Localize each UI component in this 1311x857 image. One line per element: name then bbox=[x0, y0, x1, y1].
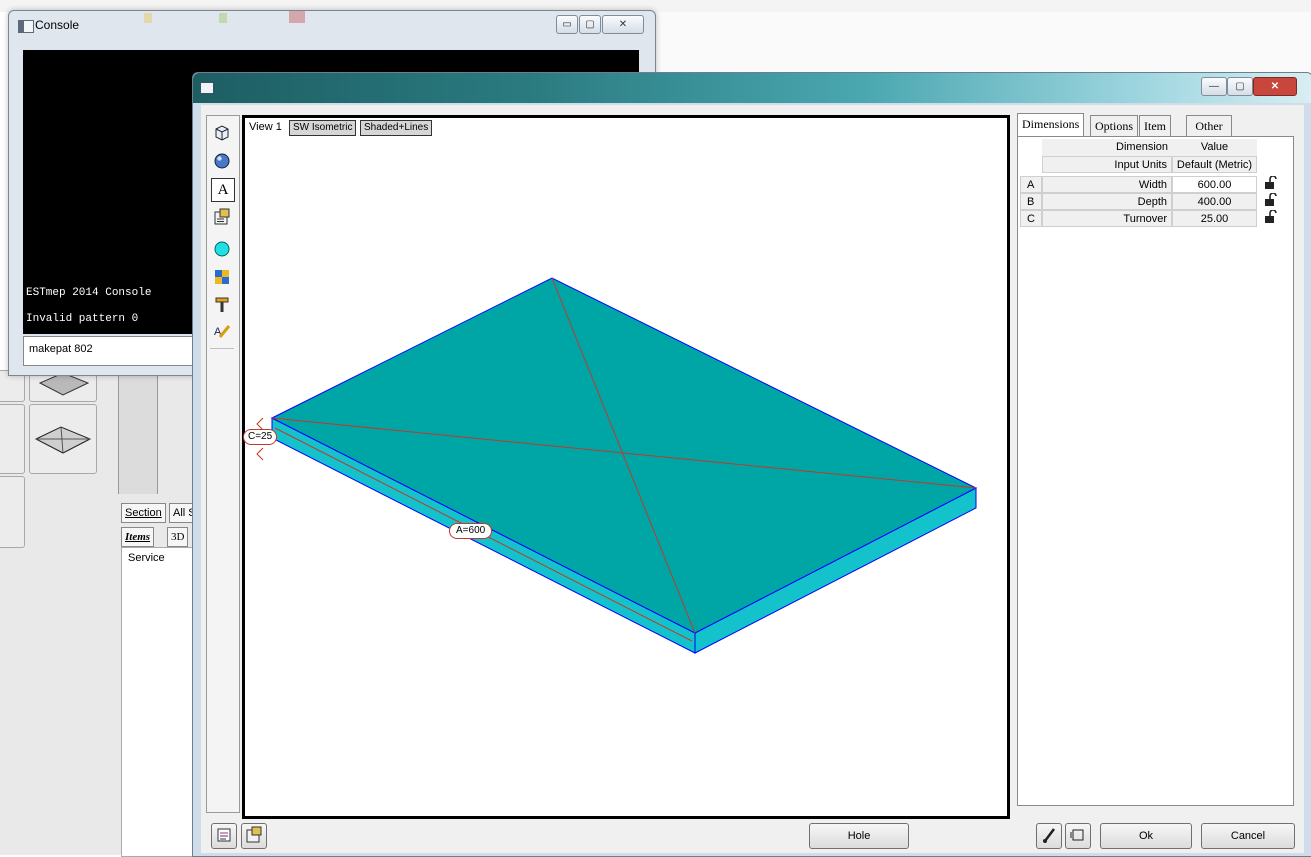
properties-panel: Dimensions Options Item Other Dimension … bbox=[1013, 113, 1300, 806]
cube-icon[interactable] bbox=[211, 122, 233, 144]
input-units-value[interactable]: Default (Metric) bbox=[1172, 156, 1257, 173]
dimension-arrow bbox=[256, 417, 264, 431]
dialog-minimize-button[interactable]: — bbox=[1201, 77, 1227, 96]
tab-dimensions[interactable]: Dimensions bbox=[1017, 113, 1085, 136]
thumbnail-tile[interactable] bbox=[0, 404, 25, 474]
desktop-background-strip bbox=[0, 0, 1311, 12]
tab-other[interactable]: Other bbox=[1186, 115, 1232, 136]
tab-section[interactable]: Section bbox=[121, 503, 166, 523]
text-a-icon[interactable]: A bbox=[211, 178, 235, 202]
brush-icon[interactable] bbox=[1036, 823, 1062, 849]
dimension-value-input[interactable]: 400.00 bbox=[1172, 193, 1257, 210]
column-header-dimension: Dimension bbox=[1042, 139, 1172, 156]
shading-button[interactable]: Shaded+Lines bbox=[360, 120, 433, 136]
lock-icon[interactable] bbox=[1260, 192, 1280, 210]
desktop-background bbox=[655, 12, 1311, 72]
dimension-name: Turnover bbox=[1042, 210, 1172, 227]
console-command-text: makepat 802 bbox=[29, 343, 93, 355]
dialog-close-button[interactable]: ✕ bbox=[1253, 77, 1297, 96]
hammer-icon[interactable] bbox=[211, 294, 233, 316]
input-units-label: Input Units bbox=[1042, 156, 1172, 173]
section-tabs: Section All S bbox=[121, 503, 201, 523]
view-label: View 1 bbox=[249, 121, 282, 133]
dialog-body: A A View 1 SW Isometric Shaded+Lines bbox=[201, 105, 1304, 853]
console-title: Console bbox=[35, 18, 80, 32]
circle-icon[interactable] bbox=[211, 238, 233, 260]
flat-part-icon bbox=[38, 372, 90, 396]
tab-items[interactable]: Items bbox=[121, 527, 155, 547]
dialog-window-icon bbox=[200, 82, 214, 94]
dimension-name: Width bbox=[1042, 176, 1172, 193]
dimension-value-input[interactable]: 25.00 bbox=[1172, 210, 1257, 227]
dialog-title-bar[interactable]: — ▢ ✕ bbox=[193, 73, 1311, 103]
console-window-icon bbox=[18, 20, 34, 33]
dimension-name: Depth bbox=[1042, 193, 1172, 210]
part-diagonal bbox=[551, 277, 696, 634]
tab-item[interactable]: Item bbox=[1139, 115, 1171, 136]
sphere-icon[interactable] bbox=[211, 150, 233, 172]
toolbar-separator bbox=[210, 348, 234, 809]
projection-button[interactable]: SW Isometric bbox=[289, 120, 357, 136]
background-app-panel: Section All S Items 3D Service bbox=[0, 370, 207, 857]
svg-text:A: A bbox=[214, 326, 222, 338]
thumbnail-tile[interactable] bbox=[0, 476, 25, 548]
annotate-icon[interactable]: A bbox=[211, 320, 233, 342]
properties-icon[interactable] bbox=[211, 206, 233, 228]
ok-button[interactable]: Ok bbox=[1100, 823, 1192, 849]
thumbnail-tile[interactable] bbox=[29, 404, 97, 474]
lock-icon[interactable] bbox=[1260, 175, 1280, 193]
report-icon[interactable] bbox=[211, 823, 237, 849]
console-line: Invalid pattern 0 bbox=[26, 313, 139, 325]
console-minimize-button[interactable]: ▭ bbox=[556, 15, 578, 34]
part-editor-dialog: — ▢ ✕ A A bbox=[192, 72, 1311, 857]
console-line: ESTmep 2014 Console bbox=[26, 287, 152, 299]
list-header-service: Service bbox=[128, 552, 165, 564]
console-close-button[interactable]: ✕ bbox=[602, 15, 644, 34]
row-id[interactable]: C bbox=[1020, 210, 1042, 227]
cancel-button[interactable]: Cancel bbox=[1201, 823, 1295, 849]
properties-icon[interactable] bbox=[241, 823, 267, 849]
flat-part-icon bbox=[34, 426, 92, 454]
part-diagonal bbox=[271, 417, 977, 489]
background-panel-column bbox=[118, 370, 158, 494]
color-swatch-icon[interactable] bbox=[211, 266, 233, 288]
column-header-value: Value bbox=[1172, 139, 1257, 156]
export-icon[interactable] bbox=[1065, 823, 1091, 849]
dimension-label-c[interactable]: C=25 bbox=[243, 429, 278, 445]
tab-3d[interactable]: 3D bbox=[167, 527, 189, 547]
3d-viewport[interactable]: View 1 SW Isometric Shaded+Lines C=25 A=… bbox=[242, 115, 1010, 819]
tab-options[interactable]: Options bbox=[1090, 115, 1139, 136]
subtabs: Items 3D bbox=[121, 527, 205, 547]
dialog-maximize-button[interactable]: ▢ bbox=[1227, 77, 1253, 96]
view-toolbar: A A bbox=[206, 115, 240, 813]
background-toolbar-ghost bbox=[109, 11, 409, 37]
lock-icon[interactable] bbox=[1260, 209, 1280, 227]
row-id[interactable]: B bbox=[1020, 193, 1042, 210]
dimension-label-a[interactable]: A=600 bbox=[449, 523, 493, 539]
row-id[interactable]: A bbox=[1020, 176, 1042, 193]
part-model[interactable] bbox=[245, 118, 1007, 816]
hole-button[interactable]: Hole bbox=[809, 823, 909, 849]
dimension-value-input[interactable]: 600.00 bbox=[1172, 176, 1257, 193]
dimensions-grid: Dimension Value Input Units Default (Met… bbox=[1017, 136, 1294, 806]
dimension-arrow bbox=[256, 447, 264, 461]
console-maximize-button[interactable]: ▢ bbox=[579, 15, 601, 34]
